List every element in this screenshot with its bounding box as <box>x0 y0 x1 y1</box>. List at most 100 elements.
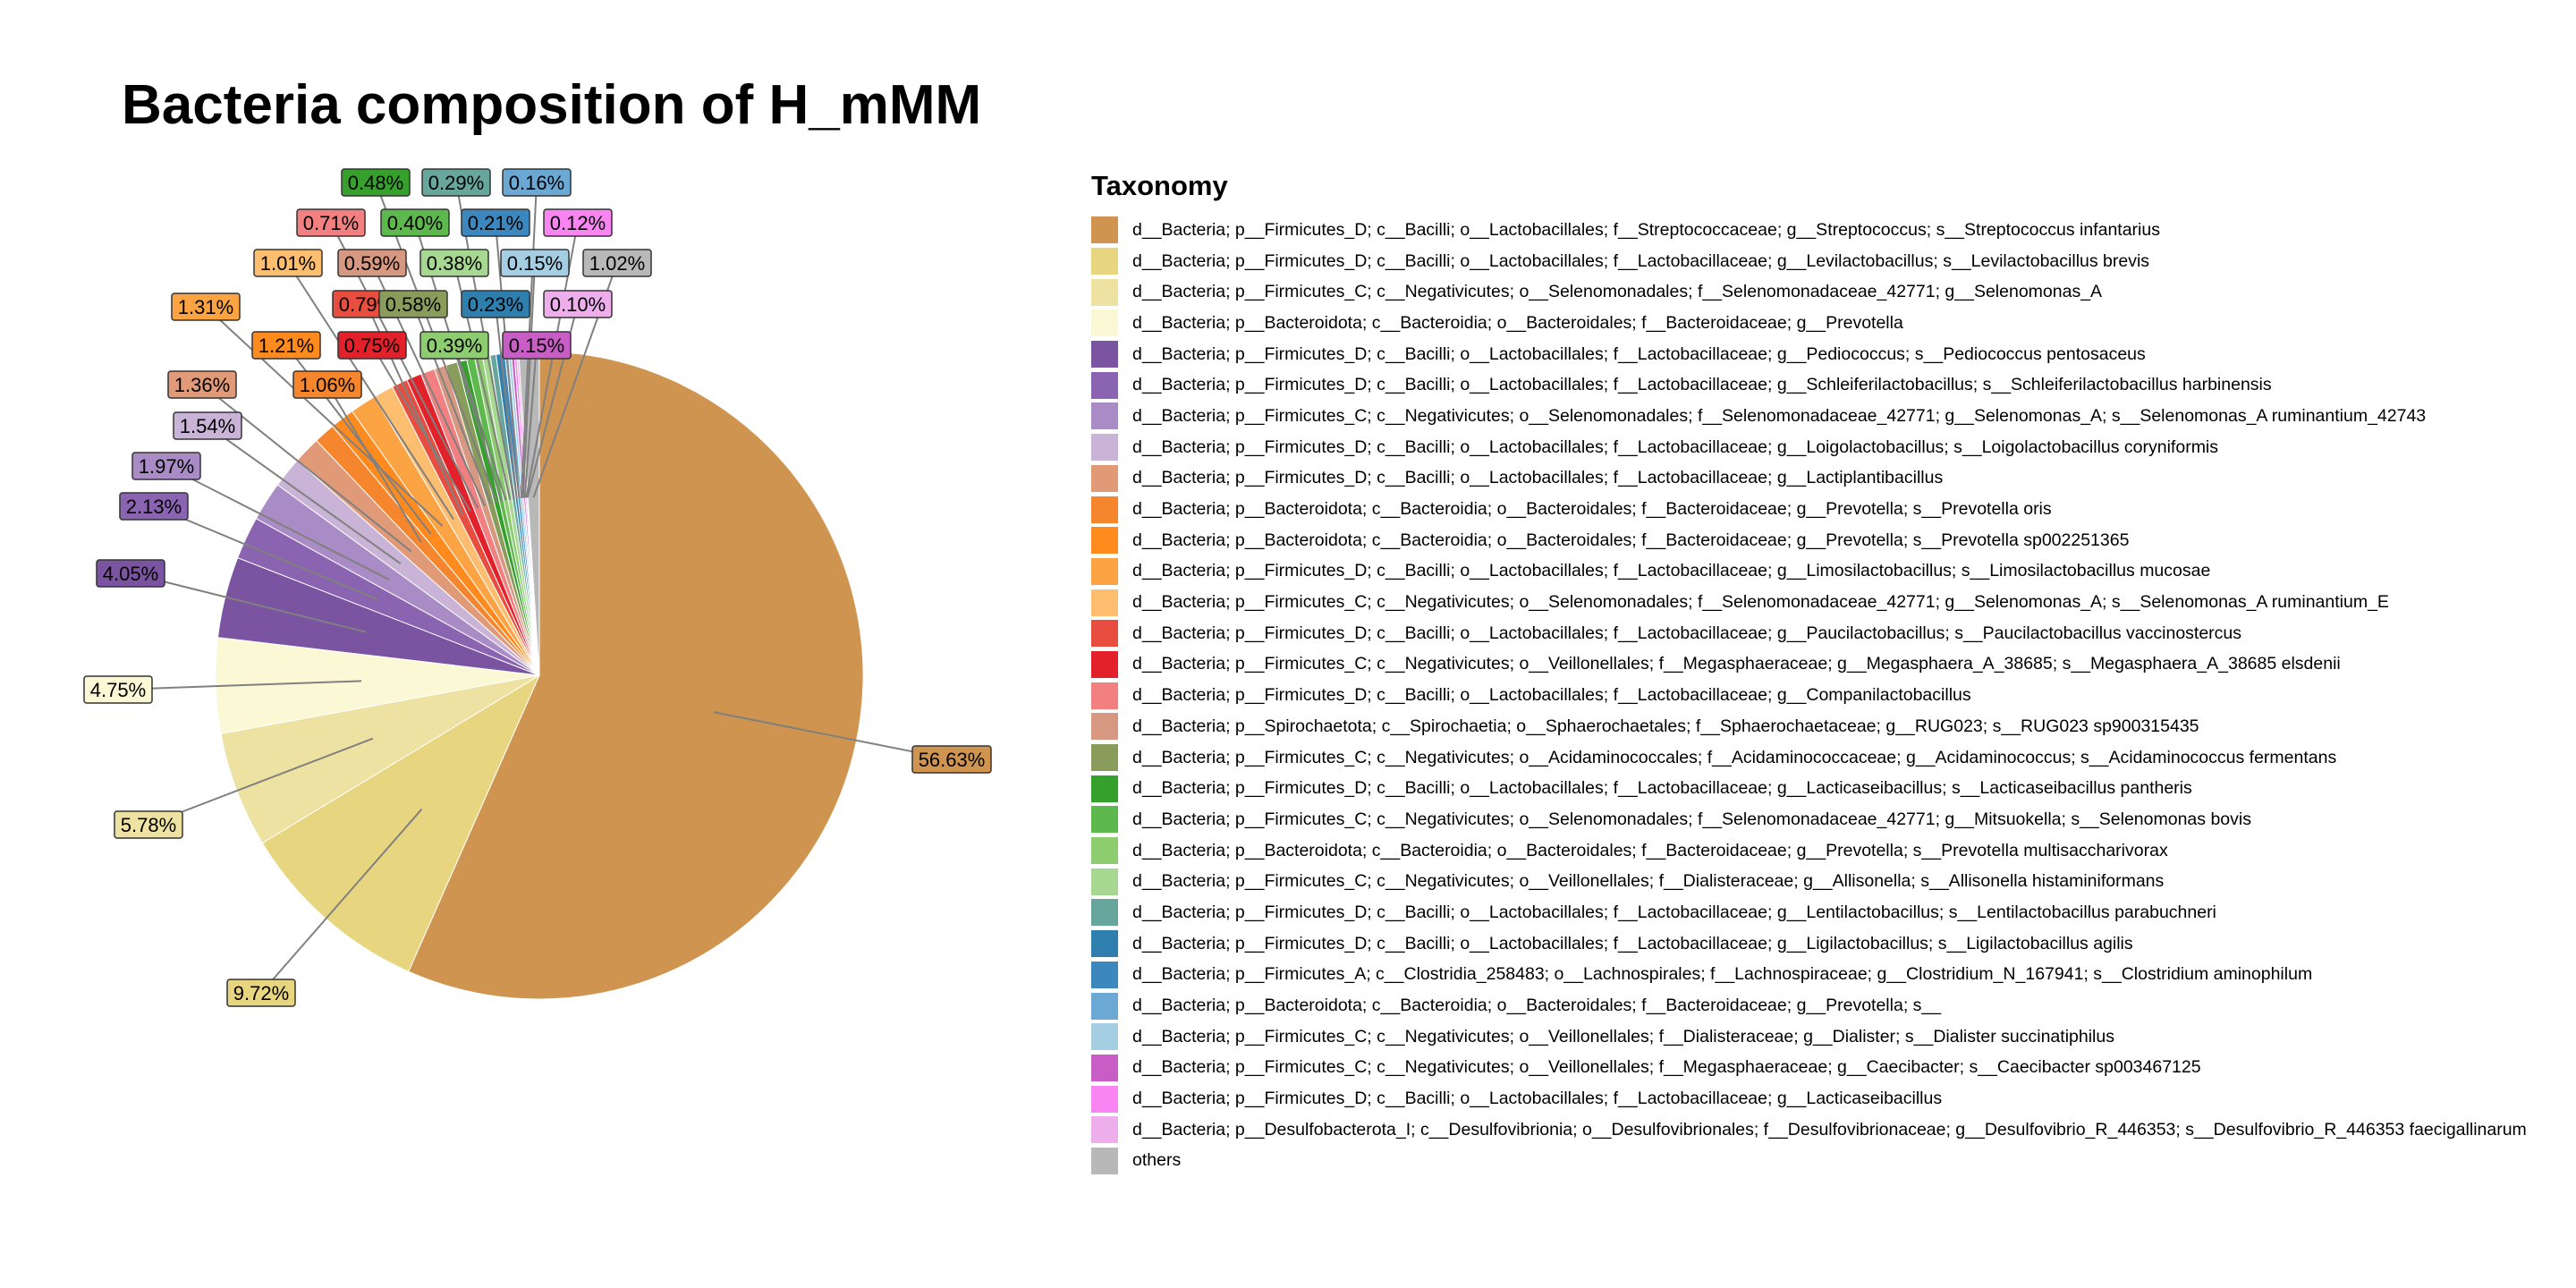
leader-line <box>148 737 374 826</box>
legend-item: d__Bacteria; p__Firmicutes_C; c__Negativ… <box>1091 742 2527 774</box>
legend-swatch <box>1091 371 1118 399</box>
slice-label-box <box>911 745 992 774</box>
slice-label: 0.21% <box>461 208 530 237</box>
slice-label: 2.13% <box>119 492 189 521</box>
slice-label-box <box>337 249 407 277</box>
slice-label-text: 0.71% <box>303 212 359 234</box>
slice-label-text: 0.23% <box>468 293 523 316</box>
slice-label-text: 1.54% <box>180 415 235 437</box>
slice-label-text: 0.29% <box>428 172 484 194</box>
slice-label-text: 5.78% <box>121 814 176 836</box>
slice-label-text: 1.06% <box>300 374 355 396</box>
legend-item: d__Bacteria; p__Firmicutes_D; c__Bacilli… <box>1091 432 2527 463</box>
legend-item: d__Bacteria; p__Bacteroidota; c__Bactero… <box>1091 494 2527 525</box>
legend-swatch <box>1091 650 1118 678</box>
legend-item: d__Bacteria; p__Firmicutes_C; c__Negativ… <box>1091 587 2527 618</box>
legend-swatch <box>1091 1147 1118 1174</box>
legend-swatch <box>1091 278 1118 306</box>
pie-chart: 56.63% 9.72% 5.78% 4.75% 4.05% 2.13% 1.97% 1.54… <box>83 168 992 1007</box>
legend-swatch <box>1091 806 1118 834</box>
slice-label-box <box>171 292 241 321</box>
slice-label: 0.23% <box>461 290 530 318</box>
legend-swatch <box>1091 1054 1118 1081</box>
slice-label-text: 0.10% <box>550 293 606 316</box>
slice-label-text: 2.13% <box>126 496 182 518</box>
slice-label: 1.21% <box>251 331 321 360</box>
slice-label-box <box>378 290 448 318</box>
legend-label: d__Bacteria; p__Firmicutes_C; c__Negativ… <box>1132 592 2389 613</box>
slice-label-box <box>253 249 323 277</box>
legend-label: d__Bacteria; p__Firmicutes_D; c__Bacilli… <box>1132 778 2192 799</box>
leader-line <box>453 344 507 501</box>
legend-item: d__Bacteria; p__Firmicutes_C; c__Negativ… <box>1091 401 2527 432</box>
legend-label: d__Bacteria; p__Firmicutes_C; c__Negativ… <box>1132 809 2251 829</box>
legend-swatch <box>1091 682 1118 709</box>
slice-label-box <box>83 675 153 704</box>
legend-swatch <box>1091 496 1118 523</box>
legend-item: d__Bacteria; p__Firmicutes_D; c__Bacilli… <box>1091 1083 2527 1114</box>
legend-swatch <box>1091 1116 1118 1144</box>
leader-line <box>287 262 454 521</box>
slice-label-box <box>461 290 530 318</box>
slice-label-text: 1.02% <box>589 252 645 275</box>
leader-line <box>130 572 368 633</box>
legend-swatch <box>1091 744 1118 772</box>
slice-label: 0.29% <box>421 168 491 197</box>
leader-line <box>205 306 444 527</box>
legend-item: d__Bacteria; p__Bacteroidota; c__Bactero… <box>1091 990 2527 1021</box>
slice-label-text: 0.59% <box>344 252 400 275</box>
legend-title: Taxonomy <box>1091 170 1228 201</box>
slice-label-box <box>419 249 489 277</box>
legend-item: d__Bacteria; p__Firmicutes_D; c__Bacilli… <box>1091 339 2527 370</box>
slice-label-box <box>543 208 613 237</box>
legend-swatch <box>1091 527 1118 555</box>
legend-swatch <box>1091 216 1118 244</box>
slice-label-box <box>296 208 366 237</box>
legend-label: d__Bacteria; p__Firmicutes_D; c__Bacilli… <box>1132 902 2216 922</box>
slice-label: 0.10% <box>543 290 613 318</box>
legend-label: d__Bacteria; p__Firmicutes_D; c__Bacilli… <box>1132 250 2150 271</box>
legend-item: d__Bacteria; p__Bacteroidota; c__Bactero… <box>1091 835 2527 867</box>
slice-label-text: 0.39% <box>427 335 482 357</box>
legend-label: d__Bacteria; p__Bacteroidota; c__Bactero… <box>1132 996 1942 1016</box>
legend-swatch <box>1091 557 1118 585</box>
slice-label-box <box>419 331 489 360</box>
pie-slice <box>408 351 864 1000</box>
slice-label-text: 0.15% <box>509 335 564 357</box>
slice-label: 1.31% <box>171 292 241 321</box>
slice-label-box <box>114 810 183 839</box>
leader-line <box>165 465 390 580</box>
slice-label-box <box>292 370 362 399</box>
legend-label: d__Bacteria; p__Firmicutes_A; c__Clostri… <box>1132 964 2313 985</box>
legend-swatch <box>1091 775 1118 802</box>
legend-label: d__Bacteria; p__Bacteroidota; c__Bactero… <box>1132 840 2168 860</box>
slice-label: 1.06% <box>292 370 362 399</box>
legend-item: others <box>1091 1146 2527 1177</box>
leader-line <box>521 262 536 498</box>
slice-label-box <box>131 452 201 480</box>
legend-label: d__Bacteria; p__Firmicutes_C; c__Negativ… <box>1132 871 2165 892</box>
slice-label-text: 0.15% <box>507 252 563 275</box>
legend-swatch <box>1091 961 1118 988</box>
leader-line <box>153 505 379 601</box>
slice-label-text: 0.12% <box>550 212 606 234</box>
legend-item: d__Bacteria; p__Desulfobacterota_I; c__D… <box>1091 1114 2527 1146</box>
slice-label: 1.01% <box>253 249 323 277</box>
legend-item: d__Bacteria; p__Firmicutes_C; c__Negativ… <box>1091 804 2527 835</box>
slice-label-box <box>421 168 491 197</box>
slice-label: 4.75% <box>83 675 153 704</box>
legend-swatch <box>1091 341 1118 369</box>
legend-label: d__Bacteria; p__Firmicutes_D; c__Bacilli… <box>1132 468 1944 488</box>
legend-label: d__Bacteria; p__Firmicutes_D; c__Bacilli… <box>1132 1089 1943 1109</box>
slice-label-text: 0.38% <box>427 252 482 275</box>
slice-label-box <box>380 208 450 237</box>
slice-label: 0.12% <box>543 208 613 237</box>
slice-label: 0.39% <box>419 331 489 360</box>
leader-line <box>371 344 471 512</box>
legend-label: d__Bacteria; p__Firmicutes_D; c__Bacilli… <box>1132 343 2146 364</box>
legend-items: d__Bacteria; p__Firmicutes_D; c__Bacilli… <box>1091 215 2527 1176</box>
legend-swatch <box>1091 1023 1118 1051</box>
legend-label: d__Bacteria; p__Desulfobacterota_I; c__D… <box>1132 1119 2527 1140</box>
slice-label-text: 0.48% <box>348 172 403 194</box>
legend-item: d__Bacteria; p__Firmicutes_D; c__Bacilli… <box>1091 463 2527 495</box>
